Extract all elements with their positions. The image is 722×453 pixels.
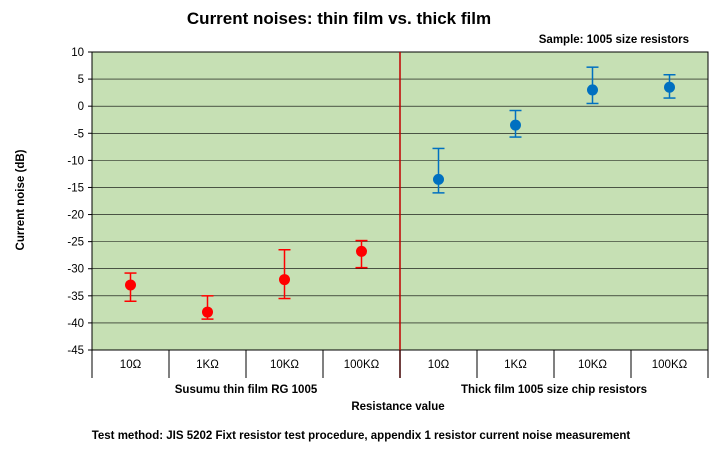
data-point: [664, 81, 675, 93]
category-label: 1KΩ: [196, 359, 219, 371]
data-point: [125, 279, 136, 291]
y-tick-label: -25: [67, 237, 84, 249]
x-axis-label: Resistance value: [351, 401, 444, 413]
data-point: [202, 306, 213, 318]
y-tick-label: -15: [67, 182, 84, 194]
y-tick-label: -35: [67, 291, 84, 303]
category-label: 10KΩ: [270, 359, 299, 371]
category-labels: 10Ω 1KΩ 10KΩ 100KΩ 10Ω 1KΩ 10KΩ 100KΩ: [120, 359, 688, 371]
y-ticks: 10 5 0 -5 -10 -15 -20 -25 -30 -35 -40 -45: [67, 47, 92, 357]
test-method-note: Test method: JIS 5202 Fixt resistor test…: [92, 430, 631, 442]
group-label: Thick film 1005 size chip resistors: [461, 384, 647, 396]
data-point: [356, 245, 367, 257]
chart-title: Current noises: thin film vs. thick film: [187, 9, 491, 28]
data-point: [279, 274, 290, 286]
y-tick-label: 10: [71, 47, 84, 59]
chart-subtitle: Sample: 1005 size resistors: [539, 34, 689, 46]
y-tick-label: -40: [67, 318, 84, 330]
group-labels: Susumu thin film RG 1005 Thick film 1005 …: [175, 384, 647, 396]
y-tick-label: 0: [78, 101, 84, 113]
category-label: 10Ω: [120, 359, 142, 371]
category-label: 100KΩ: [344, 359, 380, 371]
data-points: [125, 81, 675, 318]
y-axis-label: Current noise (dB): [15, 149, 27, 250]
category-label: 10KΩ: [578, 359, 607, 371]
error-bars: [124, 66, 676, 320]
y-tick-label: 5: [78, 74, 84, 86]
y-tick-label: -10: [67, 155, 84, 167]
data-point: [587, 84, 598, 96]
y-tick-label: -30: [67, 264, 84, 276]
category-table: [91, 350, 709, 378]
category-label: 1KΩ: [504, 359, 527, 371]
y-tick-label: -5: [74, 128, 84, 140]
category-label: 100KΩ: [652, 359, 688, 371]
category-label: 10Ω: [428, 359, 450, 371]
group-label: Susumu thin film RG 1005: [175, 384, 318, 396]
data-point: [510, 119, 521, 131]
y-tick-label: -20: [67, 210, 84, 222]
data-point: [433, 173, 444, 185]
y-tick-label: -45: [67, 345, 84, 357]
